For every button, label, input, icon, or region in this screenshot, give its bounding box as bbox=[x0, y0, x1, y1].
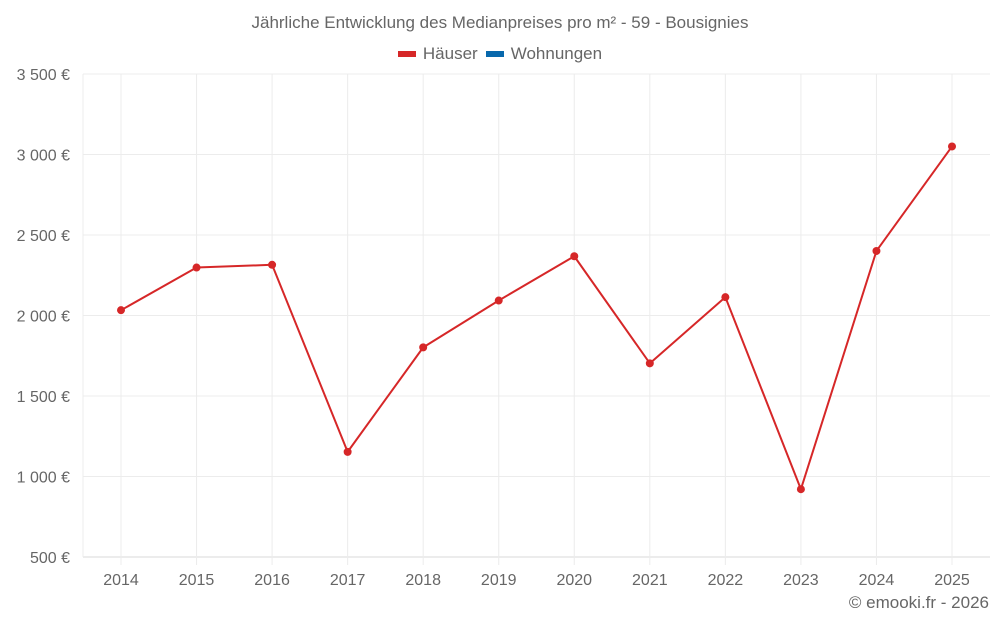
x-axis: 2014 2015 2016 2017 2018 2019 2020 2021 2022 2023… bbox=[103, 572, 970, 589]
data-point[interactable] bbox=[948, 142, 956, 151]
legend-label-haeuser: Häuser bbox=[422, 44, 478, 63]
x-tick-label: 2015 bbox=[179, 572, 215, 589]
x-tick-label: 2020 bbox=[556, 572, 592, 589]
chart-legend: Häuser Wohnungen bbox=[0, 44, 1000, 64]
data-point[interactable] bbox=[872, 246, 881, 255]
x-tick-label: 2021 bbox=[632, 572, 668, 589]
series-haeuser bbox=[117, 142, 956, 494]
grid-lines bbox=[82, 73, 990, 565]
data-point[interactable] bbox=[796, 485, 805, 494]
data-point[interactable] bbox=[494, 296, 503, 305]
x-tick-label: 2025 bbox=[934, 572, 970, 589]
y-tick-label: 3 000 € bbox=[17, 148, 70, 165]
legend-label-wohnungen: Wohnungen bbox=[510, 44, 603, 63]
data-point[interactable] bbox=[268, 260, 277, 269]
copyright-credit: © emooki.fr - 2026 bbox=[848, 593, 989, 612]
legend-item-wohnungen[interactable]: Wohnungen bbox=[485, 44, 603, 64]
x-tick-label: 2019 bbox=[481, 572, 517, 589]
data-point[interactable] bbox=[192, 263, 201, 272]
data-point[interactable] bbox=[117, 306, 125, 315]
y-tick-label: 2 500 € bbox=[17, 228, 70, 245]
chart-title: Jährliche Entwicklung des Medianpreises … bbox=[251, 13, 749, 32]
x-tick-label: 2017 bbox=[330, 572, 366, 589]
y-tick-label: 2 000 € bbox=[17, 309, 70, 326]
y-tick-label: 500 € bbox=[30, 550, 70, 567]
data-point[interactable] bbox=[645, 359, 654, 368]
legend-item-haeuser[interactable]: Häuser bbox=[397, 44, 478, 64]
data-point[interactable] bbox=[343, 447, 352, 456]
y-tick-label: 1 000 € bbox=[17, 470, 70, 487]
x-tick-label: 2023 bbox=[783, 572, 819, 589]
x-tick-label: 2018 bbox=[405, 572, 441, 589]
data-point[interactable] bbox=[570, 252, 579, 261]
x-tick-label: 2024 bbox=[859, 572, 895, 589]
legend-swatch-haeuser bbox=[397, 51, 416, 57]
legend-swatch-wohnungen bbox=[485, 51, 504, 57]
data-point[interactable] bbox=[419, 343, 428, 352]
y-axis: 500 € 1 000 € 1 500 € 2 000 € 2 500 € 3 000 €… bbox=[17, 67, 70, 567]
data-point[interactable] bbox=[721, 293, 730, 302]
x-tick-label: 2022 bbox=[708, 572, 744, 589]
x-tick-label: 2014 bbox=[103, 572, 139, 589]
y-tick-label: 1 500 € bbox=[17, 389, 70, 406]
y-tick-label: 3 500 € bbox=[17, 67, 70, 84]
x-tick-label: 2016 bbox=[254, 572, 290, 589]
